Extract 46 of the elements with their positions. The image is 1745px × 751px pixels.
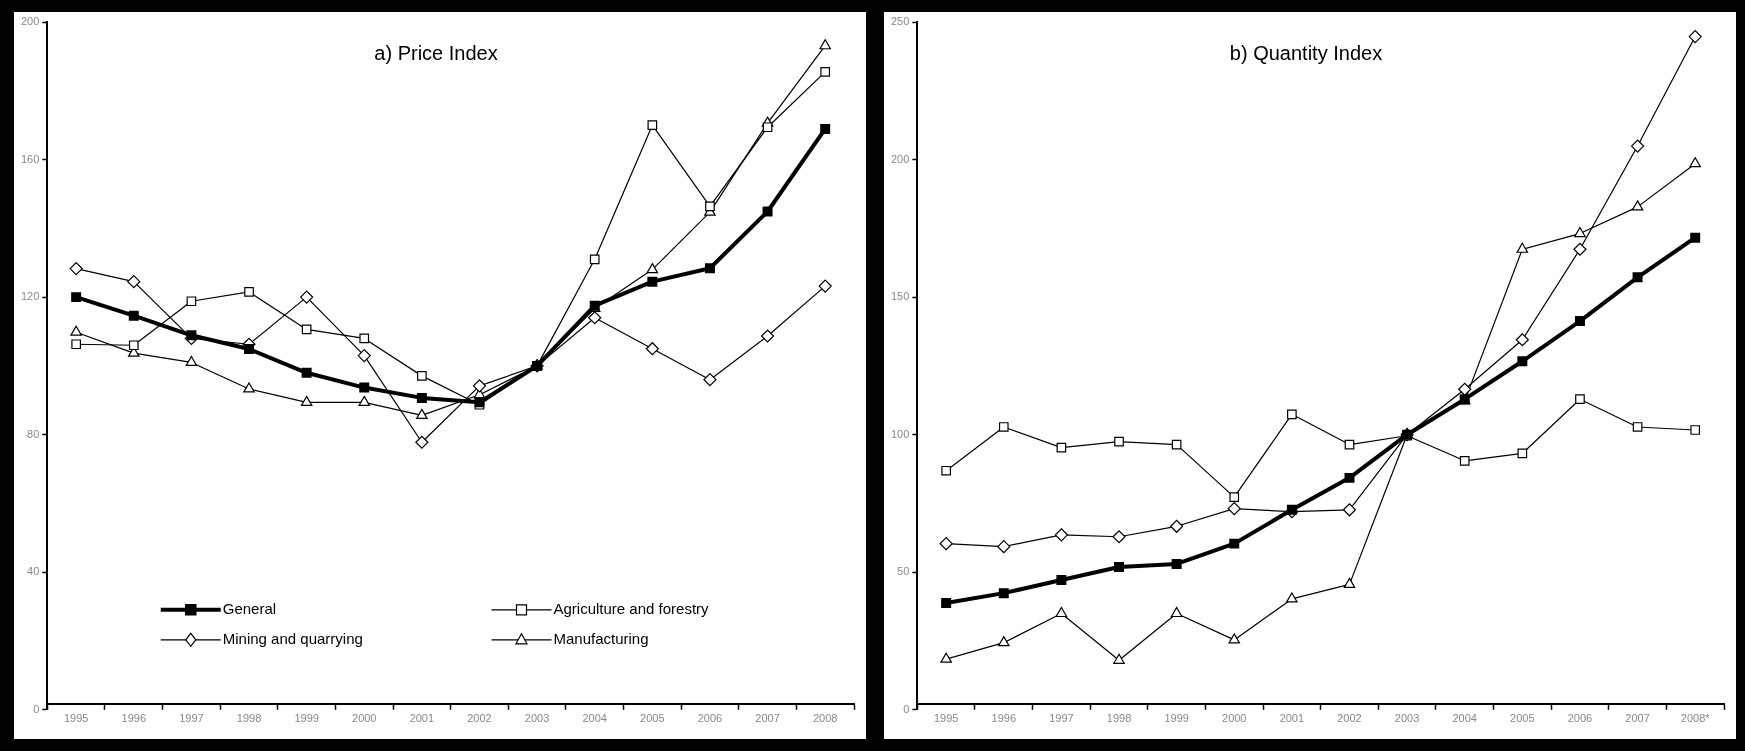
y-tick-label: 0 <box>33 702 40 715</box>
x-tick-label: 2006 <box>697 712 723 725</box>
x-tick-label: 2000 <box>1222 712 1247 725</box>
legend-label: Agriculture and forestry <box>553 599 710 617</box>
x-tick-label: 1997 <box>1049 712 1074 725</box>
x-tick-label: 2003 <box>524 712 550 725</box>
x-tick-label: 1996 <box>991 712 1017 725</box>
x-tick-label: 2008 <box>812 712 838 725</box>
y-tick-label: 160 <box>20 152 40 165</box>
x-tick-label: 1999 <box>1164 712 1189 725</box>
x-tick-label: 1998 <box>1106 712 1132 725</box>
y-tick-label: 150 <box>890 290 910 303</box>
x-tick-label: 1997 <box>179 712 204 725</box>
x-tick-label: 2004 <box>582 712 607 725</box>
y-tick-label: 50 <box>897 565 910 578</box>
text: b) Quantity Index <box>1229 41 1383 64</box>
x-tick-label: 2001 <box>409 712 435 725</box>
x-tick-label: 2002 <box>467 712 492 725</box>
text: a) Price Index <box>374 41 498 64</box>
y-tick-label: 250 <box>890 15 910 28</box>
legend-label: General <box>222 599 277 617</box>
x-tick-label: 2007 <box>755 712 780 725</box>
y-tick-label: 40 <box>27 565 40 578</box>
x-tick-label: 2007 <box>1625 712 1650 725</box>
x-tick-label: 1995 <box>933 712 959 725</box>
x-tick-label: 2004 <box>1452 712 1477 725</box>
x-tick-label: 1996 <box>121 712 147 725</box>
legend-label: Manufacturing <box>553 629 649 647</box>
x-tick-label: 2005 <box>640 712 665 725</box>
x-tick-label: 2008* <box>1680 712 1711 725</box>
x-tick-label: 2006 <box>1567 712 1593 725</box>
x-tick-label: 1998 <box>236 712 262 725</box>
y-tick-label: 120 <box>20 290 40 303</box>
x-tick-label: 2003 <box>1394 712 1420 725</box>
y-tick-label: 200 <box>20 15 40 28</box>
y-tick-label: 0 <box>903 702 910 715</box>
x-tick-label: 2000 <box>352 712 377 725</box>
y-tick-label: 80 <box>27 427 40 440</box>
x-tick-label: 2002 <box>1337 712 1362 725</box>
x-tick-label: 1995 <box>63 712 89 725</box>
x-tick-label: 1999 <box>294 712 319 725</box>
y-tick-label: 200 <box>890 152 910 165</box>
x-tick-label: 2005 <box>1510 712 1535 725</box>
legend-label: Mining and quarrying <box>222 629 363 647</box>
y-tick-label: 100 <box>890 427 910 440</box>
x-tick-label: 2001 <box>1279 712 1305 725</box>
